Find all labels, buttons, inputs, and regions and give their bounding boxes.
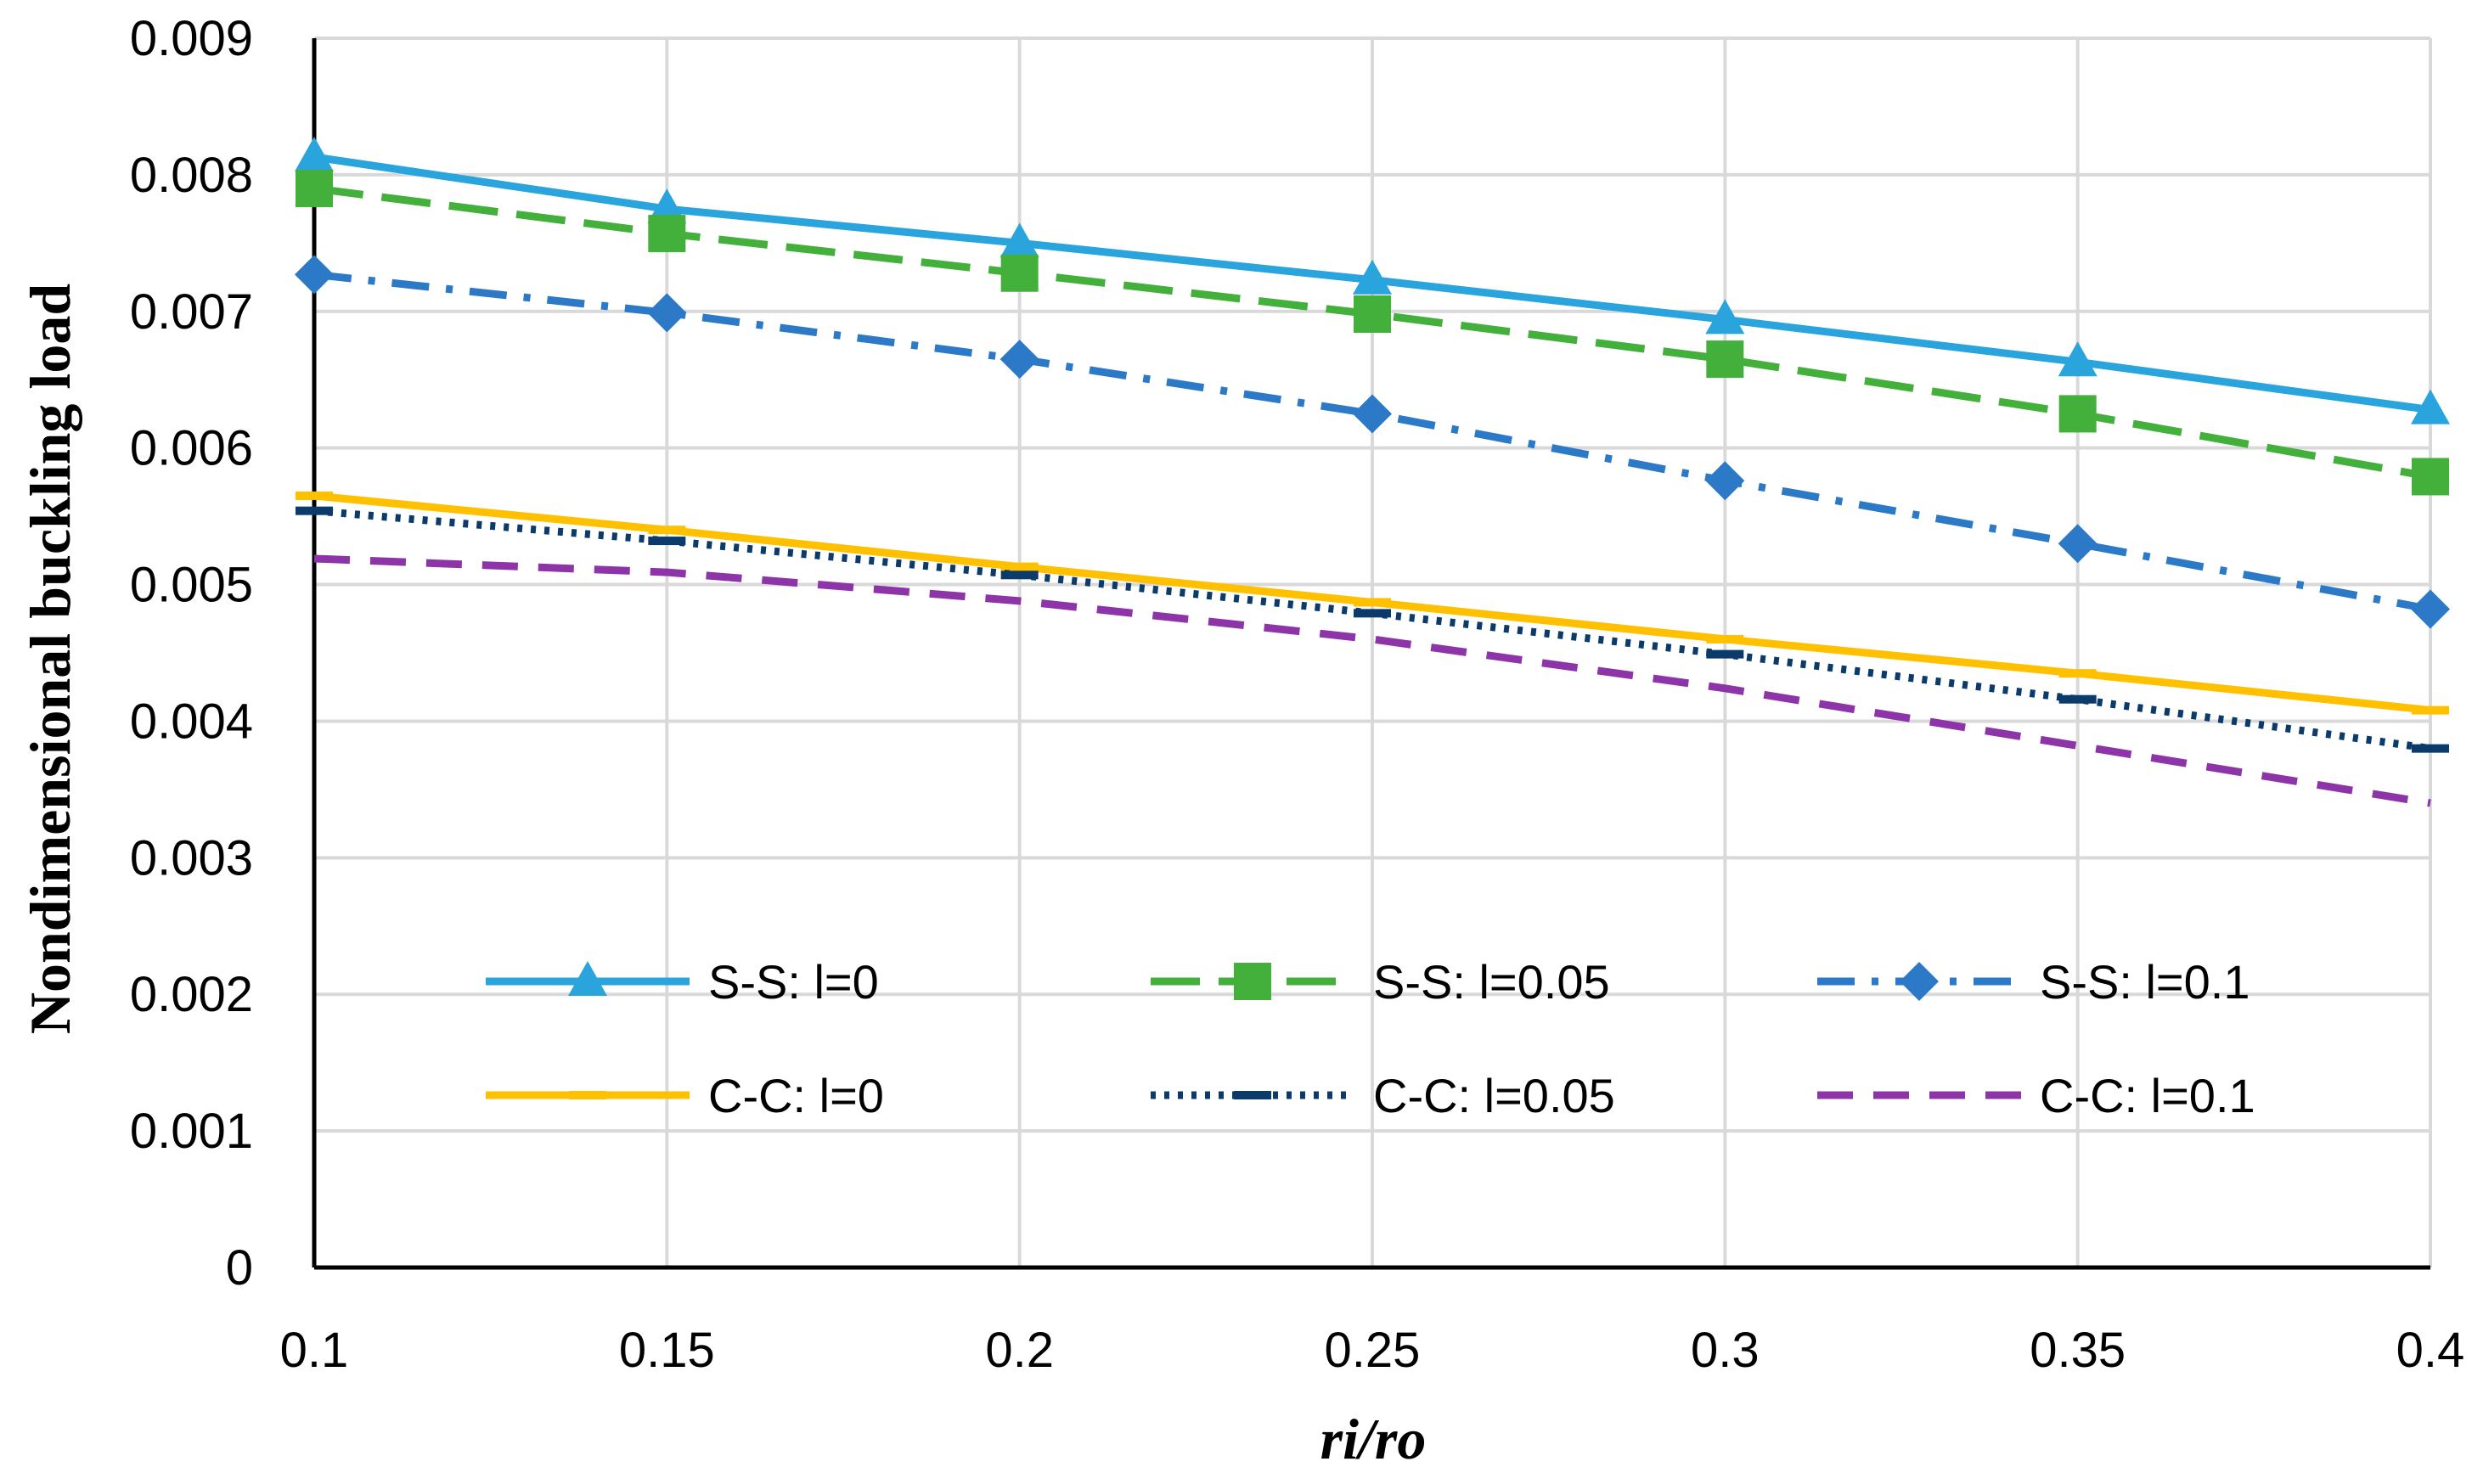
y-tick-label: 0.009 (130, 11, 253, 66)
y-tick-label: 0.003 (130, 830, 253, 885)
series-S-S: l=0 (295, 136, 2450, 424)
data-point (296, 506, 333, 515)
series-C-C: l=0.05 (296, 506, 2449, 753)
data-point (999, 222, 1039, 258)
y-tick-label: 0.002 (130, 967, 253, 1022)
legend-marker (569, 1091, 606, 1099)
data-point (2058, 524, 2098, 564)
data-point (648, 215, 686, 253)
legend-label: S-S: l=0 (708, 955, 879, 1009)
tick-labels: 0 0.001 0.002 0.003 0.004 0.005 0.006 0.007 0.00… (130, 11, 2464, 1378)
series-S-S: l=0.05 (296, 169, 2449, 496)
data-point (647, 188, 687, 224)
data-point (2058, 694, 2097, 704)
data-point (1353, 394, 1392, 434)
data-point (1353, 259, 1392, 295)
data-point (2058, 341, 2098, 377)
x-tick-label: 0.35 (2030, 1323, 2126, 1378)
legend-item: C-C: l=0 (486, 1069, 884, 1122)
data-point (296, 169, 333, 207)
y-tick-label: 0.006 (130, 421, 253, 476)
legend: S-S: l=0 S-S: l=0.05 S-S: l=0.1 C-C: l=0 C-C… (486, 955, 2255, 1122)
data-point (2058, 395, 2097, 433)
x-tick-label: 0.15 (619, 1323, 715, 1378)
data-point (295, 136, 334, 171)
legend-label: S-S: l=0.1 (2040, 955, 2250, 1009)
y-tick-label: 0.007 (130, 284, 253, 340)
legend-marker (1234, 1091, 1271, 1099)
data-point (1354, 598, 1391, 607)
legend-marker (1900, 962, 1939, 1001)
legend-label: S-S: l=0.05 (1373, 955, 1610, 1009)
axes (312, 38, 2430, 1270)
legend-marker (568, 961, 607, 996)
x-tick-label: 0.3 (1691, 1323, 1760, 1378)
data-point (1000, 254, 1039, 292)
series-C-C: l=0 (296, 491, 2449, 715)
x-tick-label: 0.25 (1325, 1323, 1421, 1378)
series-line (313, 554, 2431, 807)
data-point (2412, 705, 2449, 715)
legend-item: S-S: l=0 (486, 955, 879, 1009)
legend-label: C-C: l=0.1 (2040, 1069, 2255, 1122)
data-point (1000, 571, 1039, 580)
series-S-S: l=0.1 (295, 255, 2450, 629)
data-point (295, 255, 334, 295)
legend-label: C-C: l=0 (708, 1069, 884, 1122)
data-point (1354, 295, 1391, 333)
data-point (1000, 562, 1039, 571)
data-point (2412, 458, 2449, 496)
x-tick-label: 0.4 (2396, 1323, 2465, 1378)
y-tick-label: 0.005 (130, 558, 253, 613)
y-tick-label: 0 (226, 1240, 253, 1296)
data-point (648, 526, 686, 535)
y-tick-label: 0.008 (130, 148, 253, 203)
data-point (2411, 389, 2450, 424)
y-tick-label: 0.004 (130, 694, 253, 749)
y-axis-title: Nondimensional buckling load (18, 284, 82, 1034)
data-point (1354, 609, 1391, 618)
data-point (2411, 589, 2450, 629)
data-point (1705, 461, 1745, 501)
data-point (1706, 649, 1744, 659)
legend-label: C-C: l=0.05 (1373, 1069, 1615, 1122)
legend-item: C-C: l=0.05 (1151, 1069, 1615, 1122)
data-point (648, 537, 686, 546)
legend-item: C-C: l=0.1 (1817, 1069, 2255, 1122)
data-point (647, 293, 687, 333)
legend-item: S-S: l=0.05 (1151, 955, 1610, 1009)
x-tick-label: 0.1 (280, 1323, 349, 1378)
data-point (2058, 669, 2097, 678)
data-point (296, 491, 333, 500)
legend-marker (1234, 963, 1271, 1000)
data-point (1705, 299, 1745, 334)
data-point (999, 340, 1039, 379)
series-group (295, 136, 2450, 807)
data-point (1706, 634, 1744, 644)
series-C-C: l=0.1 (313, 554, 2431, 807)
legend-item: S-S: l=0.1 (1817, 955, 2250, 1009)
x-tick-label: 0.2 (985, 1323, 1054, 1378)
y-tick-label: 0.001 (130, 1104, 253, 1159)
data-point (1706, 340, 1744, 379)
data-point (2412, 744, 2449, 753)
x-axis-title: ri/ro (1320, 1407, 1427, 1471)
